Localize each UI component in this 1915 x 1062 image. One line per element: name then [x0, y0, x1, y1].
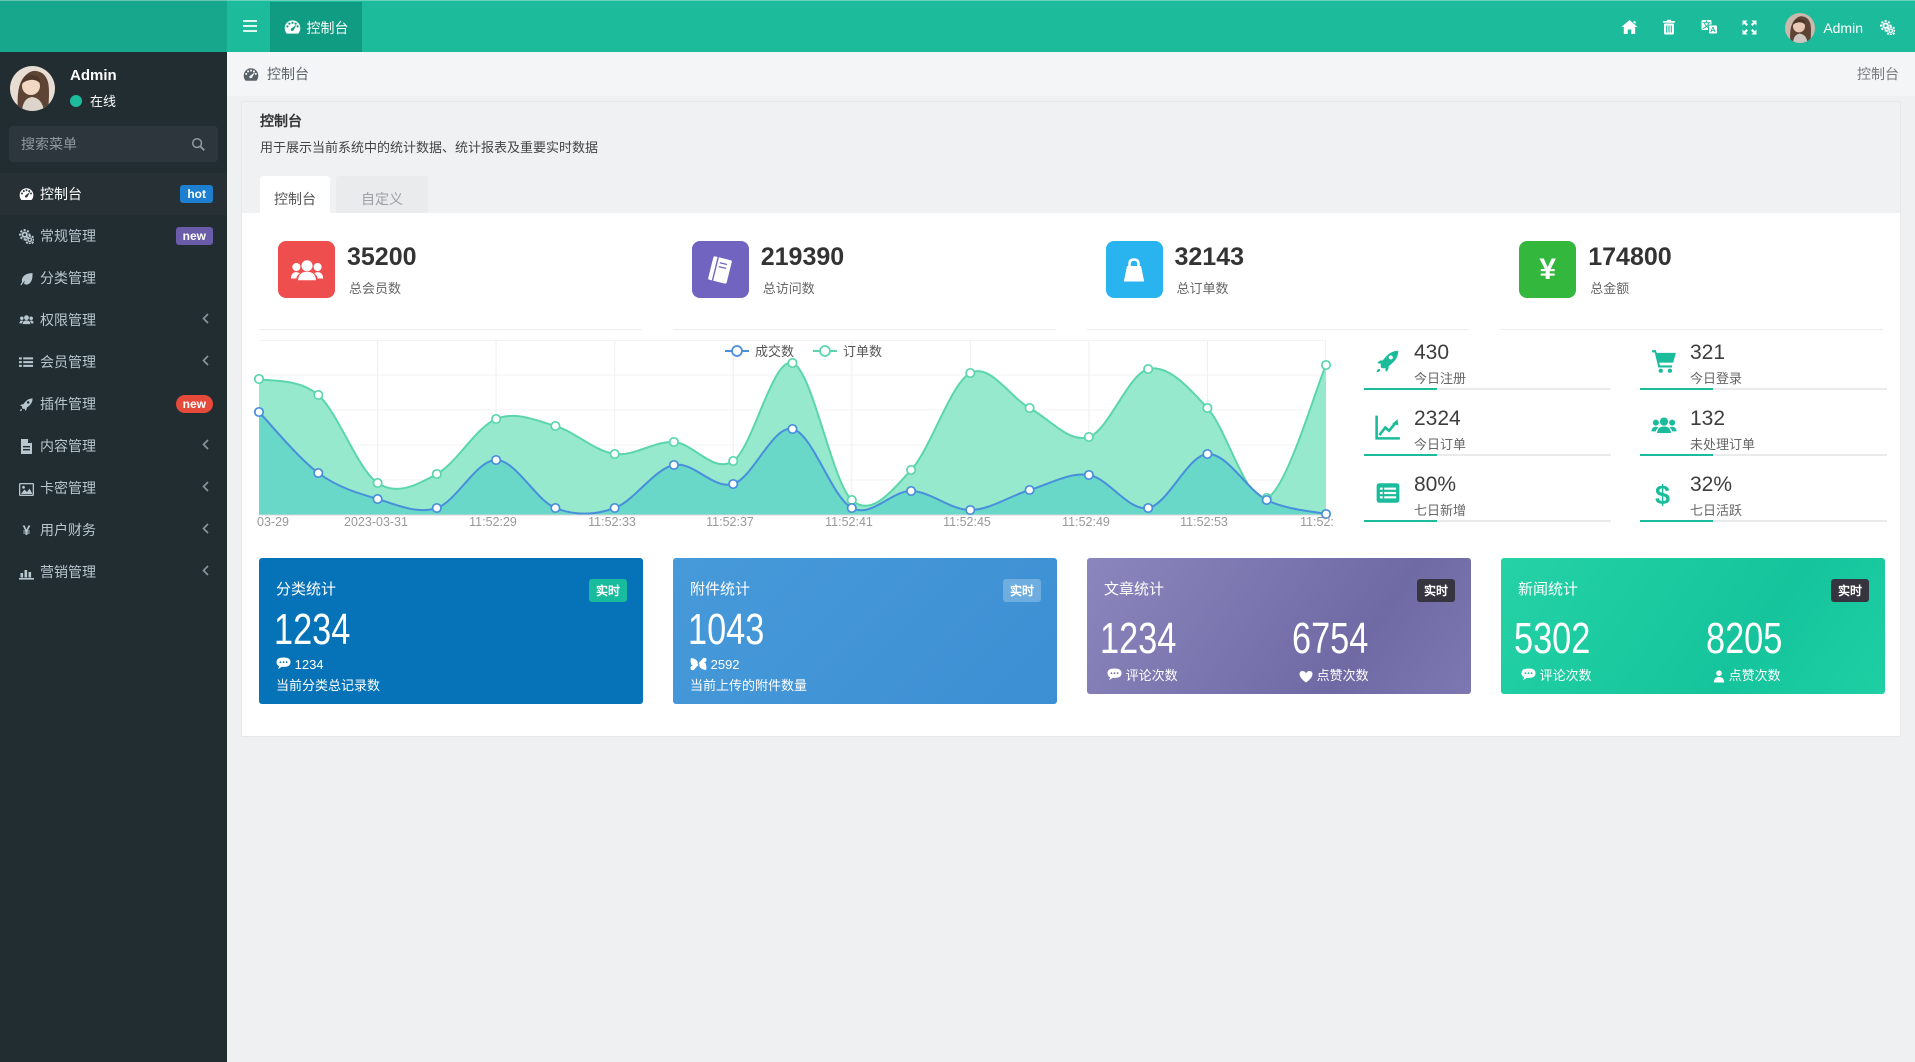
- svg-text:成交数: 成交数: [755, 344, 794, 359]
- svg-text:文: 文: [1702, 20, 1711, 30]
- svg-text:03-29: 03-29: [257, 515, 289, 529]
- svg-text:订单数: 订单数: [843, 344, 882, 359]
- svg-text:11:52:53: 11:52:53: [1180, 515, 1228, 529]
- svg-text:11:52:49: 11:52:49: [1062, 515, 1110, 529]
- svg-text:A: A: [1710, 25, 1716, 34]
- svg-text:2023-03-31: 2023-03-31: [344, 515, 408, 529]
- svg-text:11:52:: 11:52:: [1300, 515, 1334, 529]
- svg-text:11:52:41: 11:52:41: [825, 515, 873, 529]
- svg-text:11:52:33: 11:52:33: [588, 515, 636, 529]
- svg-text:11:52:37: 11:52:37: [706, 515, 754, 529]
- svg-text:11:52:29: 11:52:29: [469, 515, 517, 529]
- svg-text:11:52:45: 11:52:45: [943, 515, 991, 529]
